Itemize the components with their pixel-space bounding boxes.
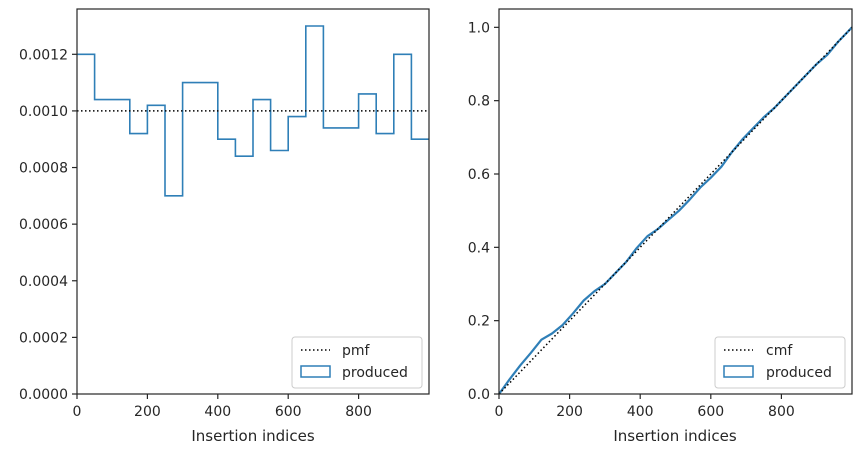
right-legend-produced-label: produced [766,365,832,381]
right-x-tick-label: 400 [627,404,654,420]
left-plot-frame [76,8,430,395]
left-x-tick-label: 0 [73,404,82,420]
left-legend-pmf-label: pmf [342,343,371,359]
right-y-tick-label: 0.6 [468,167,490,183]
left-produced-step-line [77,25,429,197]
right-y-tick-label: 0.2 [468,314,490,330]
left-x-tick-label: 400 [204,404,231,420]
right-cmf-line [498,26,853,395]
left-y-tick-label: 0.0000 [19,387,68,403]
left-y-tick-label: 0.0012 [19,47,68,63]
right-y-tick-label: 0.0 [468,387,490,403]
left-y-tick-label: 0.0004 [19,274,68,290]
left-x-tick-label: 800 [345,404,372,420]
right-y-tick-label: 1.0 [468,20,490,36]
right-legend-produced-swatch [723,365,754,378]
right-x-tick-label: 600 [697,404,724,420]
right-x-axis-label: Insertion indices [613,427,736,445]
right-plot-frame [498,8,853,395]
left-y-tick-label: 0.0008 [19,161,68,177]
right-legend-cmf-label: cmf [766,343,793,359]
left-y-tick-label: 0.0010 [19,104,68,120]
left-legend-produced-swatch [300,365,331,378]
right-x-tick-label: 200 [556,404,583,420]
left-y-tick-label: 0.0006 [19,217,68,233]
left-legend: pmf produced [291,336,423,389]
left-x-axis-label: Insertion indices [191,427,314,445]
right-chart: 0 200 400 600 800 0.0 0.2 0.4 0.6 0.8 1.0 Inserti… [468,8,853,445]
left-x-tick-label: 600 [275,404,302,420]
right-legend: cmf produced [714,336,846,389]
right-legend-box [714,336,846,389]
left-y-tick-label: 0.0002 [19,330,68,346]
left-legend-produced-label: produced [342,365,408,381]
left-chart: 0 200 400 600 800 0.0000 0.0002 0.0004 0.0006 0.… [19,8,430,445]
left-x-tick-label: 200 [134,404,161,420]
right-y-tick-label: 0.4 [468,240,490,256]
right-x-tick-label: 0 [495,404,504,420]
left-legend-box [291,336,423,389]
right-x-tick-label: 800 [768,404,795,420]
right-y-tick-label: 0.8 [468,94,490,110]
